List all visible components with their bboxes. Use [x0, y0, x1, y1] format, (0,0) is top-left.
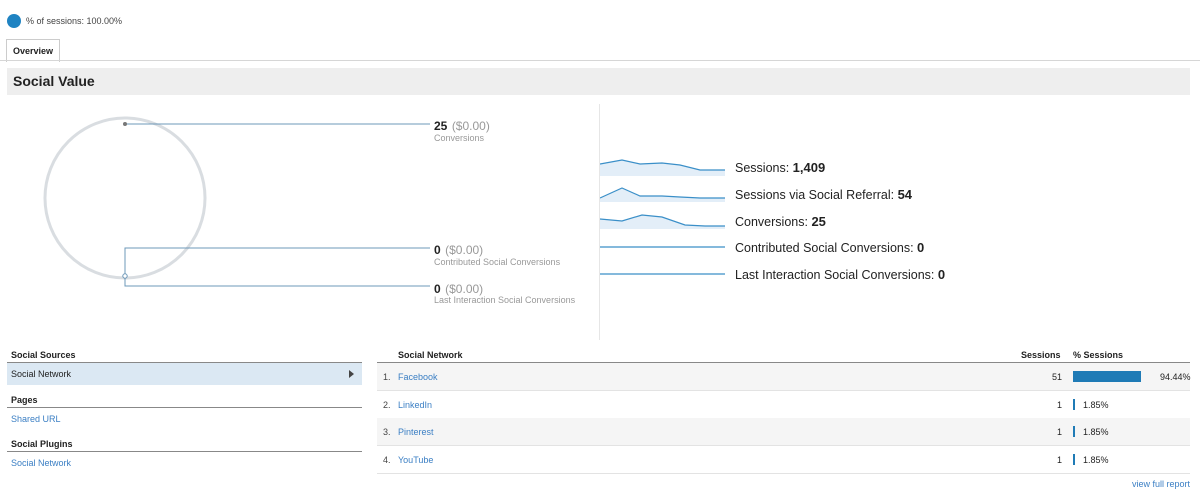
social-sources-header: Social Sources [11, 350, 76, 360]
view-full-report-link[interactable]: view full report [1131, 479, 1190, 489]
funnel-top-caption: Conversions [434, 133, 485, 143]
row-number: 2. [383, 400, 391, 410]
row-sessions: 1 [1056, 427, 1062, 437]
mid-connector-line [124, 247, 430, 276]
metric-sessions-label: Sessions: [735, 161, 793, 175]
row-sessions: 1 [1056, 455, 1062, 465]
funnel-mid-value: 0 ($0.00) [434, 241, 483, 259]
segment-label: % of sessions: 100.00% [26, 16, 123, 26]
table-header-network: Social Network [398, 350, 463, 360]
funnel-bot-number: 0 [434, 282, 441, 296]
top-connector-dot [123, 122, 127, 126]
metric-contributed: Contributed Social Conversions: 0 [735, 240, 924, 255]
tab-overview-label: Overview [12, 46, 54, 56]
metric-last-interaction-label: Last Interaction Social Conversions: [735, 268, 938, 282]
tab-overview[interactable]: Overview [6, 39, 60, 62]
funnel-mid-money: ($0.00) [445, 243, 484, 257]
pages-rule [7, 407, 362, 408]
section-title: Social Value [13, 73, 95, 89]
row-pct: 1.85% [1083, 400, 1109, 410]
sparkline-conversions [600, 214, 725, 229]
row-network-link-linkedin[interactable]: LinkedIn [398, 400, 433, 410]
row-sessions: 1 [1056, 400, 1062, 410]
metric-conversions-label: Conversions: [735, 215, 812, 229]
segment-dot-icon [7, 14, 21, 28]
bottom-connector-dot [122, 273, 128, 279]
row-share-bar [1073, 426, 1075, 437]
metric-contributed-value: 0 [917, 240, 925, 255]
social-plugins-rule [7, 451, 362, 452]
row-network-link-facebook[interactable]: Facebook [398, 372, 438, 382]
section-header-bar [7, 68, 1190, 95]
table-header-sessions: Sessions [1021, 350, 1061, 360]
social-sources-item-label: Social Network [11, 369, 72, 379]
social-sources-rule [7, 362, 362, 363]
metric-sessions: Sessions: 1,409 [735, 160, 825, 175]
social-value-graphic [43, 116, 430, 287]
sparkline-social-referral [600, 187, 725, 202]
metric-last-interaction-value: 0 [937, 267, 946, 282]
table-row: 1. Facebook 51 94.44% [377, 363, 1191, 391]
social-sources-item[interactable]: Social Network [7, 363, 362, 385]
metric-social-referral-label: Sessions via Social Referral: [735, 188, 898, 202]
metric-conversions-value: 25 [811, 214, 826, 229]
row-pct: 94.44% [1160, 372, 1191, 382]
funnel-top-number: 25 [434, 119, 448, 133]
shared-url-link[interactable]: Shared URL [11, 414, 61, 424]
table-row: 3. Pinterest 1 1.85% [377, 418, 1190, 446]
row-number: 4. [383, 455, 391, 465]
table-row: 4. YouTube 1 1.85% [377, 446, 1190, 474]
row-pct: 1.85% [1083, 427, 1109, 437]
metric-contributed-label: Contributed Social Conversions: [735, 241, 918, 255]
funnel-top-money: ($0.00) [451, 119, 490, 133]
table-header-pct-sessions: % Sessions [1073, 350, 1124, 360]
panel-divider [599, 104, 600, 340]
pages-header: Pages [11, 395, 38, 405]
funnel-bot-caption: Last Interaction Social Conversions [434, 295, 576, 305]
metric-last-interaction: Last Interaction Social Conversions: 0 [735, 267, 945, 282]
metric-conversions: Conversions: 25 [735, 214, 826, 229]
funnel-top-value: 25 ($0.00) [434, 117, 490, 135]
metric-sessions-value: 1,409 [792, 160, 826, 175]
row-share-bar [1073, 454, 1075, 465]
metric-social-referral-value: 54 [897, 187, 913, 202]
metric-social-referral: Sessions via Social Referral: 54 [735, 187, 912, 202]
row-number: 1. [383, 372, 391, 382]
tab-divider [0, 60, 1200, 61]
chevron-right-icon [349, 370, 354, 378]
social-plugins-header: Social Plugins [11, 439, 73, 449]
table-header-rule [377, 362, 1190, 363]
row-network-link-pinterest[interactable]: Pinterest [398, 427, 434, 437]
row-sessions: 51 [1051, 372, 1062, 382]
table-row: 2. LinkedIn 1 1.85% [377, 391, 1190, 419]
row-share-bar [1073, 371, 1141, 382]
bottom-connector-line [124, 276, 430, 287]
row-number: 3. [383, 427, 391, 437]
funnel-mid-caption: Contributed Social Conversions [434, 257, 561, 267]
metric-sparklines [600, 159, 725, 275]
segment-indicator[interactable]: % of sessions: 100.00% [7, 14, 122, 28]
row-share-bar [1073, 399, 1075, 410]
row-pct: 1.85% [1083, 455, 1109, 465]
funnel-bot-value: 0 ($0.00) [434, 280, 483, 298]
social-plugins-network-link[interactable]: Social Network [11, 458, 72, 468]
funnel-bot-money: ($0.00) [445, 282, 484, 296]
row-network-link-youtube[interactable]: YouTube [398, 455, 434, 465]
sparkline-sessions [600, 159, 725, 176]
funnel-mid-number: 0 [434, 243, 441, 257]
